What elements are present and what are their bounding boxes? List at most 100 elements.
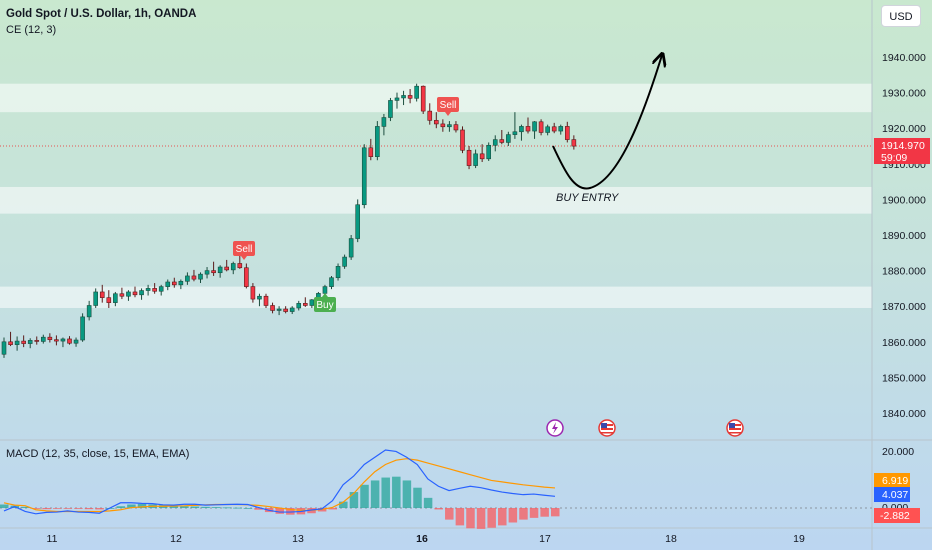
time-tick-label: 19 [793,533,805,545]
zone-band [0,83,872,113]
us-flag-event-icon[interactable] [598,419,616,437]
candle [158,284,164,296]
candle [414,83,419,102]
candle [60,337,66,348]
macd-tick-top: 20.000 [882,446,914,458]
time-tick-label: 11 [47,533,58,545]
candle [512,112,518,139]
price-tick-label: 1900.000 [882,194,926,206]
candle [499,129,505,145]
candle [178,279,184,290]
candle [551,122,557,134]
candle [224,259,229,272]
macd-hist-bar [233,507,242,509]
candle [296,300,302,311]
candle [263,293,269,308]
candle [40,334,46,344]
candle [460,126,465,154]
candle [126,290,131,301]
candle [335,263,341,281]
macd-hist-bar [52,508,62,509]
candle [106,290,112,308]
candle [348,235,354,260]
candle [519,124,524,141]
candle [302,297,308,307]
macd-hist-bar [423,497,433,508]
zone-band [0,186,872,214]
macd-hist-value-badge: -2.882 [874,508,920,523]
candle [99,284,105,303]
candle [47,333,53,343]
candle [479,144,485,163]
candle [276,306,282,316]
candle [34,336,40,345]
candle [67,336,72,345]
candle [407,89,413,104]
candle [453,121,459,133]
price-tick-label: 1860.000 [882,337,926,349]
price-tick-label: 1920.000 [882,123,926,135]
macd-hist-bar [31,508,41,509]
candle [191,269,197,282]
macd-hist-bar [402,480,412,508]
candle [433,112,439,129]
macd-hist-bar [137,503,147,508]
currency-button[interactable]: USD [881,5,921,27]
candle [368,138,374,161]
svg-text:Sell: Sell [440,100,457,111]
candle [473,149,478,169]
candle [73,337,79,347]
macd-hist-bar [466,508,475,529]
candle [401,90,406,106]
candle [361,144,367,209]
candle [152,283,157,294]
candle [506,131,511,146]
macd-hist-bar [328,508,337,510]
candle [525,117,531,134]
candle [217,265,223,278]
sell-signal-badge[interactable]: Sell [437,97,459,116]
candle [165,279,171,291]
macd-hist-bar [21,506,30,508]
svg-text:Buy: Buy [316,300,333,311]
us-flag-event-icon-2[interactable] [726,419,744,437]
candle [564,121,570,143]
candle [375,121,380,161]
candle [447,121,452,132]
candle [113,291,118,307]
macd-hist-bar [540,508,549,517]
macd-hist-bar [413,487,422,508]
price-tick-label: 1850.000 [882,372,926,384]
candle [145,284,151,296]
candle [14,336,20,351]
candle [86,300,92,321]
svg-text:6.919: 6.919 [882,475,908,487]
candle [21,335,26,348]
time-tick-label: 16 [416,533,428,545]
macd-hist-bar [508,508,518,523]
macd-hist-bar [487,508,496,528]
price-tick-label: 1880.000 [882,266,926,278]
lightning-event-icon[interactable] [546,419,564,437]
candle [198,272,203,284]
macd-hist-bar [519,508,528,520]
symbol-title[interactable]: Gold Spot / U.S. Dollar, 1h, OANDA [6,8,197,20]
macd-indicator-label[interactable]: MACD (12, 35, close, 15, EMA, EMA) [6,448,190,460]
macd-hist-bar [349,492,359,508]
price-tick-label: 1890.000 [882,230,926,242]
candle [388,97,393,122]
macd-hist-bar [476,508,486,529]
macd-hist-bar [498,508,507,526]
sell-signal-badge[interactable]: Sell [233,241,255,260]
buy-signal-badge[interactable]: Buy [314,293,336,312]
candle [93,288,98,308]
zone-band [0,286,872,308]
macd-hist-bar [360,484,369,508]
candle [381,113,387,136]
indicator-label[interactable]: CE (12, 3) [6,24,57,36]
candle [1,337,7,358]
macd-hist-bar [190,506,200,508]
candle [27,338,33,349]
macd-hist-bar [201,506,210,508]
